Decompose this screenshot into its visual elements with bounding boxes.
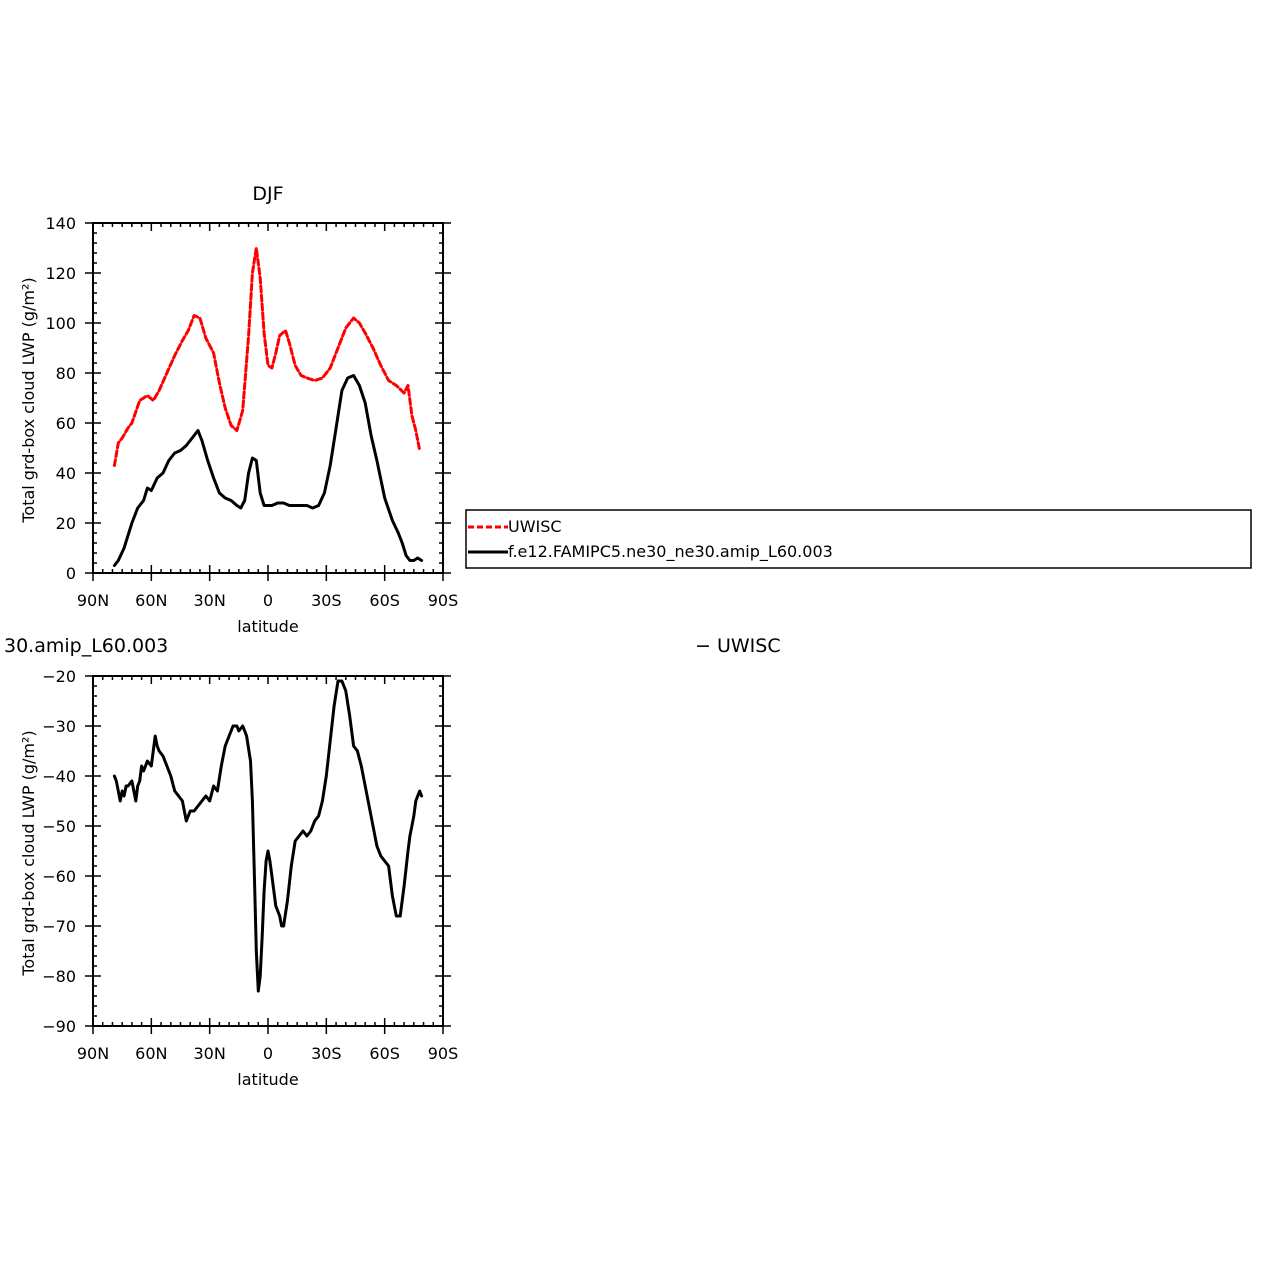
x-tick-label: 60S	[369, 1044, 400, 1063]
x-tick-label: 60S	[369, 591, 400, 610]
y-tick-label: −70	[42, 917, 76, 936]
x-tick-label: 30N	[194, 591, 226, 610]
chart-title: 30.amip_L60.003	[4, 635, 168, 657]
y-tick-label: −90	[42, 1017, 76, 1036]
x-tick-label: 30S	[311, 591, 342, 610]
x-tick-label: 0	[263, 591, 273, 610]
x-tick-label: 90N	[77, 1044, 109, 1063]
y-tick-label: 40	[56, 464, 76, 483]
bottom-chart-panel: 90N 60N 30N 0 30S 60S 90S −90 −80 −70 −60 −50 −40 −30…	[4, 635, 781, 1089]
y-tick-label: −80	[42, 967, 76, 986]
legend: UWISC f.e12.FAMIPC5.ne30_ne30.amip_L60.00…	[465, 509, 1252, 569]
x-tick-label: 90S	[428, 591, 459, 610]
y-tick-label: 140	[45, 214, 76, 233]
y-axis-label: Total grd-box cloud LWP (g/m²)	[19, 730, 38, 976]
y-tick-label: −20	[42, 667, 76, 686]
y-tick-label: 20	[56, 514, 76, 533]
x-tick-label: 60N	[135, 591, 167, 610]
y-tick-label: 80	[56, 364, 76, 383]
chart-title: DJF	[252, 183, 283, 205]
y-tick-label: −60	[42, 867, 76, 886]
y-tick-label: 60	[56, 414, 76, 433]
x-tick-label: 30N	[194, 1044, 226, 1063]
chart-title-right: − UWISC	[695, 635, 781, 657]
y-tick-label: 120	[45, 264, 76, 283]
top-chart-panel: 90N 60N 30N 0 30S 60S 90S 0 20 40 60 80 100 120 140 lat…	[19, 183, 458, 636]
x-tick-label: 0	[263, 1044, 273, 1063]
legend-box	[465, 509, 1252, 569]
x-axis-label: latitude	[237, 617, 298, 636]
x-axis-label: latitude	[237, 1070, 298, 1089]
legend-label: f.e12.FAMIPC5.ne30_ne30.amip_L60.003	[508, 542, 833, 562]
series-line-1	[112, 374, 424, 567]
x-tick-label: 90N	[77, 591, 109, 610]
difference-series-line	[112, 679, 424, 993]
x-tick-label: 90S	[428, 1044, 459, 1063]
x-tick-label: 30S	[311, 1044, 342, 1063]
series-line-0	[112, 246, 422, 467]
y-tick-label: −40	[42, 767, 76, 786]
y-tick-label: 0	[66, 564, 76, 583]
y-tick-label: −30	[42, 717, 76, 736]
y-axis-label: Total grd-box cloud LWP (g/m²)	[19, 277, 38, 523]
legend-label: UWISC	[508, 517, 562, 536]
x-tick-label: 60N	[135, 1044, 167, 1063]
y-tick-label: 100	[45, 314, 76, 333]
y-tick-label: −50	[42, 817, 76, 836]
